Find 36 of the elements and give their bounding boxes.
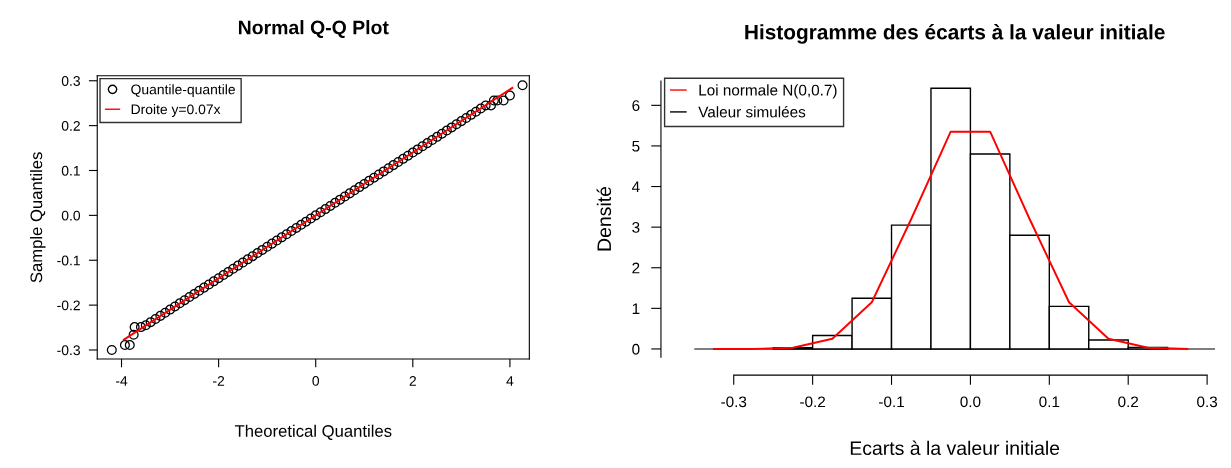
y-tick-label: 0.2 [61,120,80,131]
y-tick-label: 4 [631,181,640,193]
x-tick-label: -2 [213,375,225,386]
x-tick-label: 0.3 [1197,396,1218,408]
y-tick-label: 0.0 [61,210,81,221]
x-tick-label: -0.1 [879,396,904,408]
legend-label: Valeur simulées [698,106,806,118]
y-tick-label: 2 [632,262,640,274]
x-tick-label: -0.3 [721,396,747,408]
x-tick-label: -4 [115,376,128,386]
chart-title: Histogramme des écarts à la valeur initiale [745,24,1165,44]
chart-title: Normal Q-Q Plot [238,20,389,38]
x-tick-label: 2 [409,375,416,386]
y-tick-label: 0.1 [61,165,80,176]
y-tick-label: -0.3 [57,345,80,356]
legend-label: Loi normale N(0,0.7) [699,84,837,99]
y-tick-label: 6 [632,100,640,112]
x-tick-label: 4 [506,376,514,386]
x-tick-label: 0.1 [1039,396,1060,408]
y-tick-label: 1 [632,303,640,314]
x-axis-title: Theoretical Quantiles [234,424,392,440]
y-tick-label: 0 [632,343,640,355]
y-axis-title: Densité [596,186,612,251]
x-tick-label: 0.0 [960,396,981,408]
x-tick-label: 0 [312,375,320,386]
y-tick-label: -0.1 [57,255,80,266]
x-axis-title: Ecarts à la valeur initiale [850,440,1060,456]
x-tick-label: -0.2 [800,396,826,408]
y-tick-label: -0.2 [57,300,80,311]
y-tick-label: 0.3 [61,76,80,86]
legend-label: Quantile-quantile [131,84,235,98]
legend-label: Droite y=0.07x [131,104,221,117]
y-tick-label: 5 [632,140,640,152]
y-tick-label: 3 [632,222,640,233]
y-axis-title: Sample Quantiles [30,152,46,283]
x-tick-label: 0.2 [1118,396,1139,408]
